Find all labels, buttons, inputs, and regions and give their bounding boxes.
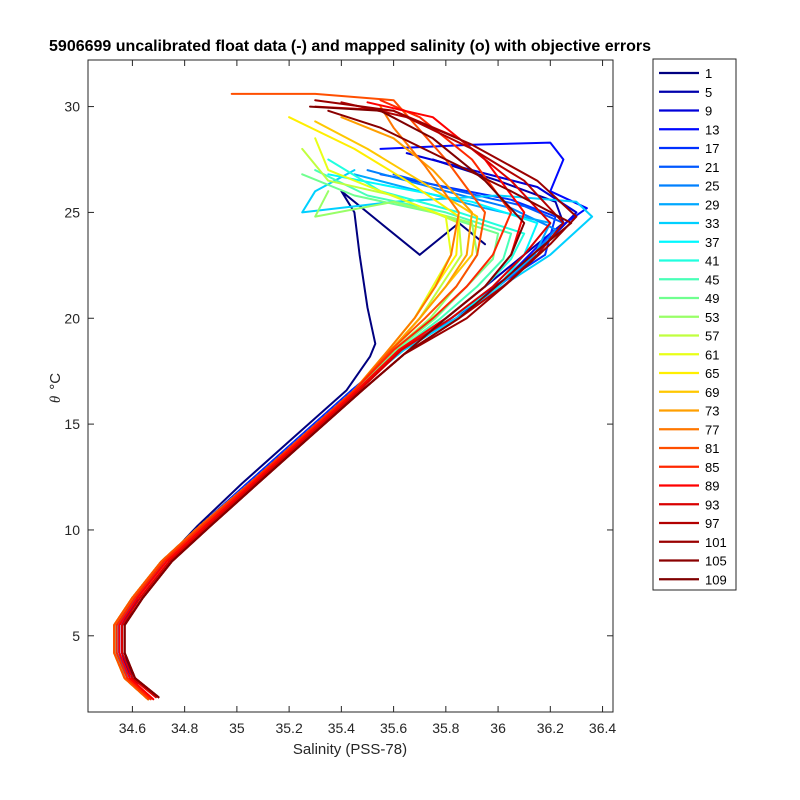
legend-item: 105	[659, 554, 727, 569]
legend-label: 53	[705, 310, 719, 325]
legend-label: 89	[705, 479, 719, 494]
y-axis: 5 10 15 20 25 30	[64, 99, 613, 644]
legend-item: 37	[659, 235, 719, 250]
legend-label: 9	[705, 104, 712, 119]
legend-label: 81	[705, 441, 719, 456]
legend-label: 97	[705, 516, 719, 531]
y-axis-label-symbol: θ	[48, 395, 64, 403]
legend-label: 85	[705, 460, 719, 475]
legend-item: 65	[659, 366, 719, 381]
legend-items: 1 5 9 13 17 21 25 29 33 37 41 45 49 53 57 61 65 69 73 77 81 8…	[659, 66, 727, 587]
x-tick-label: 35.6	[380, 720, 407, 736]
y-tick-label: 25	[64, 204, 80, 220]
x-axis-label: Salinity (PSS-78)	[293, 741, 407, 758]
x-tick-label: 34.8	[171, 720, 198, 736]
legend-label: 33	[705, 216, 719, 231]
x-tick-label: 35.4	[328, 720, 355, 736]
x-tick-label: 35.8	[432, 720, 459, 736]
x-tick-label: 35.2	[275, 720, 302, 736]
legend-item: 81	[659, 441, 719, 456]
legend-label: 101	[705, 535, 727, 550]
legend-label: 29	[705, 197, 719, 212]
y-axis-label: θ °C	[47, 373, 64, 403]
legend-item: 1	[659, 66, 712, 81]
legend-label: 69	[705, 385, 719, 400]
legend-label: 45	[705, 272, 719, 287]
legend-item: 77	[659, 422, 719, 437]
legend-item: 9	[659, 104, 712, 119]
legend-label: 65	[705, 366, 719, 381]
legend-label: 77	[705, 422, 719, 437]
legend-label: 5	[705, 85, 712, 100]
legend-label: 57	[705, 329, 719, 344]
series-line-89	[118, 101, 526, 701]
legend-item: 85	[659, 460, 719, 475]
legend-item: 13	[659, 122, 719, 137]
legend-item: 69	[659, 385, 719, 400]
legend-label: 1	[705, 66, 712, 81]
legend-item: 5	[659, 85, 712, 100]
legend-label: 49	[705, 291, 719, 306]
plot-frame	[87, 59, 614, 713]
x-tick-label: 34.6	[119, 720, 146, 736]
legend-item: 41	[659, 254, 719, 269]
series-group	[113, 92, 594, 701]
legend-item: 93	[659, 497, 719, 512]
y-tick-label: 10	[64, 522, 80, 538]
legend-item: 45	[659, 272, 719, 287]
series-line-85	[115, 99, 513, 701]
legend-item: 101	[659, 535, 727, 550]
series-line-93	[121, 105, 552, 699]
legend-item: 33	[659, 216, 719, 231]
legend-label: 21	[705, 160, 719, 175]
legend-item: 97	[659, 516, 719, 531]
legend-item: 73	[659, 404, 719, 419]
legend-label: 25	[705, 179, 719, 194]
x-axis: 34.6 34.8 35 35.2 35.4 35.6 35.8 36 36.2 36.4	[119, 60, 616, 736]
legend-item: 61	[659, 347, 719, 362]
chart-title: 5906699 uncalibrated float data (-) and …	[49, 38, 651, 55]
y-tick-label: 5	[72, 628, 80, 644]
legend-item: 53	[659, 310, 719, 325]
legend-item: 25	[659, 179, 719, 194]
legend-label: 17	[705, 141, 719, 156]
legend-item: 57	[659, 329, 719, 344]
x-tick-label: 36	[490, 720, 506, 736]
legend-label: 109	[705, 572, 727, 587]
legend-item: 21	[659, 160, 719, 175]
legend-label: 61	[705, 347, 719, 362]
legend	[652, 58, 737, 591]
x-tick-label: 35	[229, 720, 245, 736]
legend-item: 49	[659, 291, 719, 306]
legend-label: 93	[705, 497, 719, 512]
x-tick-label: 36.2	[537, 720, 564, 736]
y-tick-label: 30	[64, 99, 80, 115]
legend-item: 17	[659, 141, 719, 156]
legend-label: 41	[705, 254, 719, 269]
y-tick-label: 15	[64, 416, 80, 432]
legend-label: 73	[705, 404, 719, 419]
series-line-109	[123, 105, 526, 699]
legend-label: 105	[705, 554, 727, 569]
y-tick-label: 20	[64, 310, 80, 326]
legend-item: 89	[659, 479, 719, 494]
legend-label: 37	[705, 235, 719, 250]
legend-label: 13	[705, 122, 719, 137]
y-axis-label-unit: °C	[47, 373, 64, 390]
legend-item: 29	[659, 197, 719, 212]
legend-item: 109	[659, 572, 727, 587]
x-tick-label: 36.4	[589, 720, 616, 736]
